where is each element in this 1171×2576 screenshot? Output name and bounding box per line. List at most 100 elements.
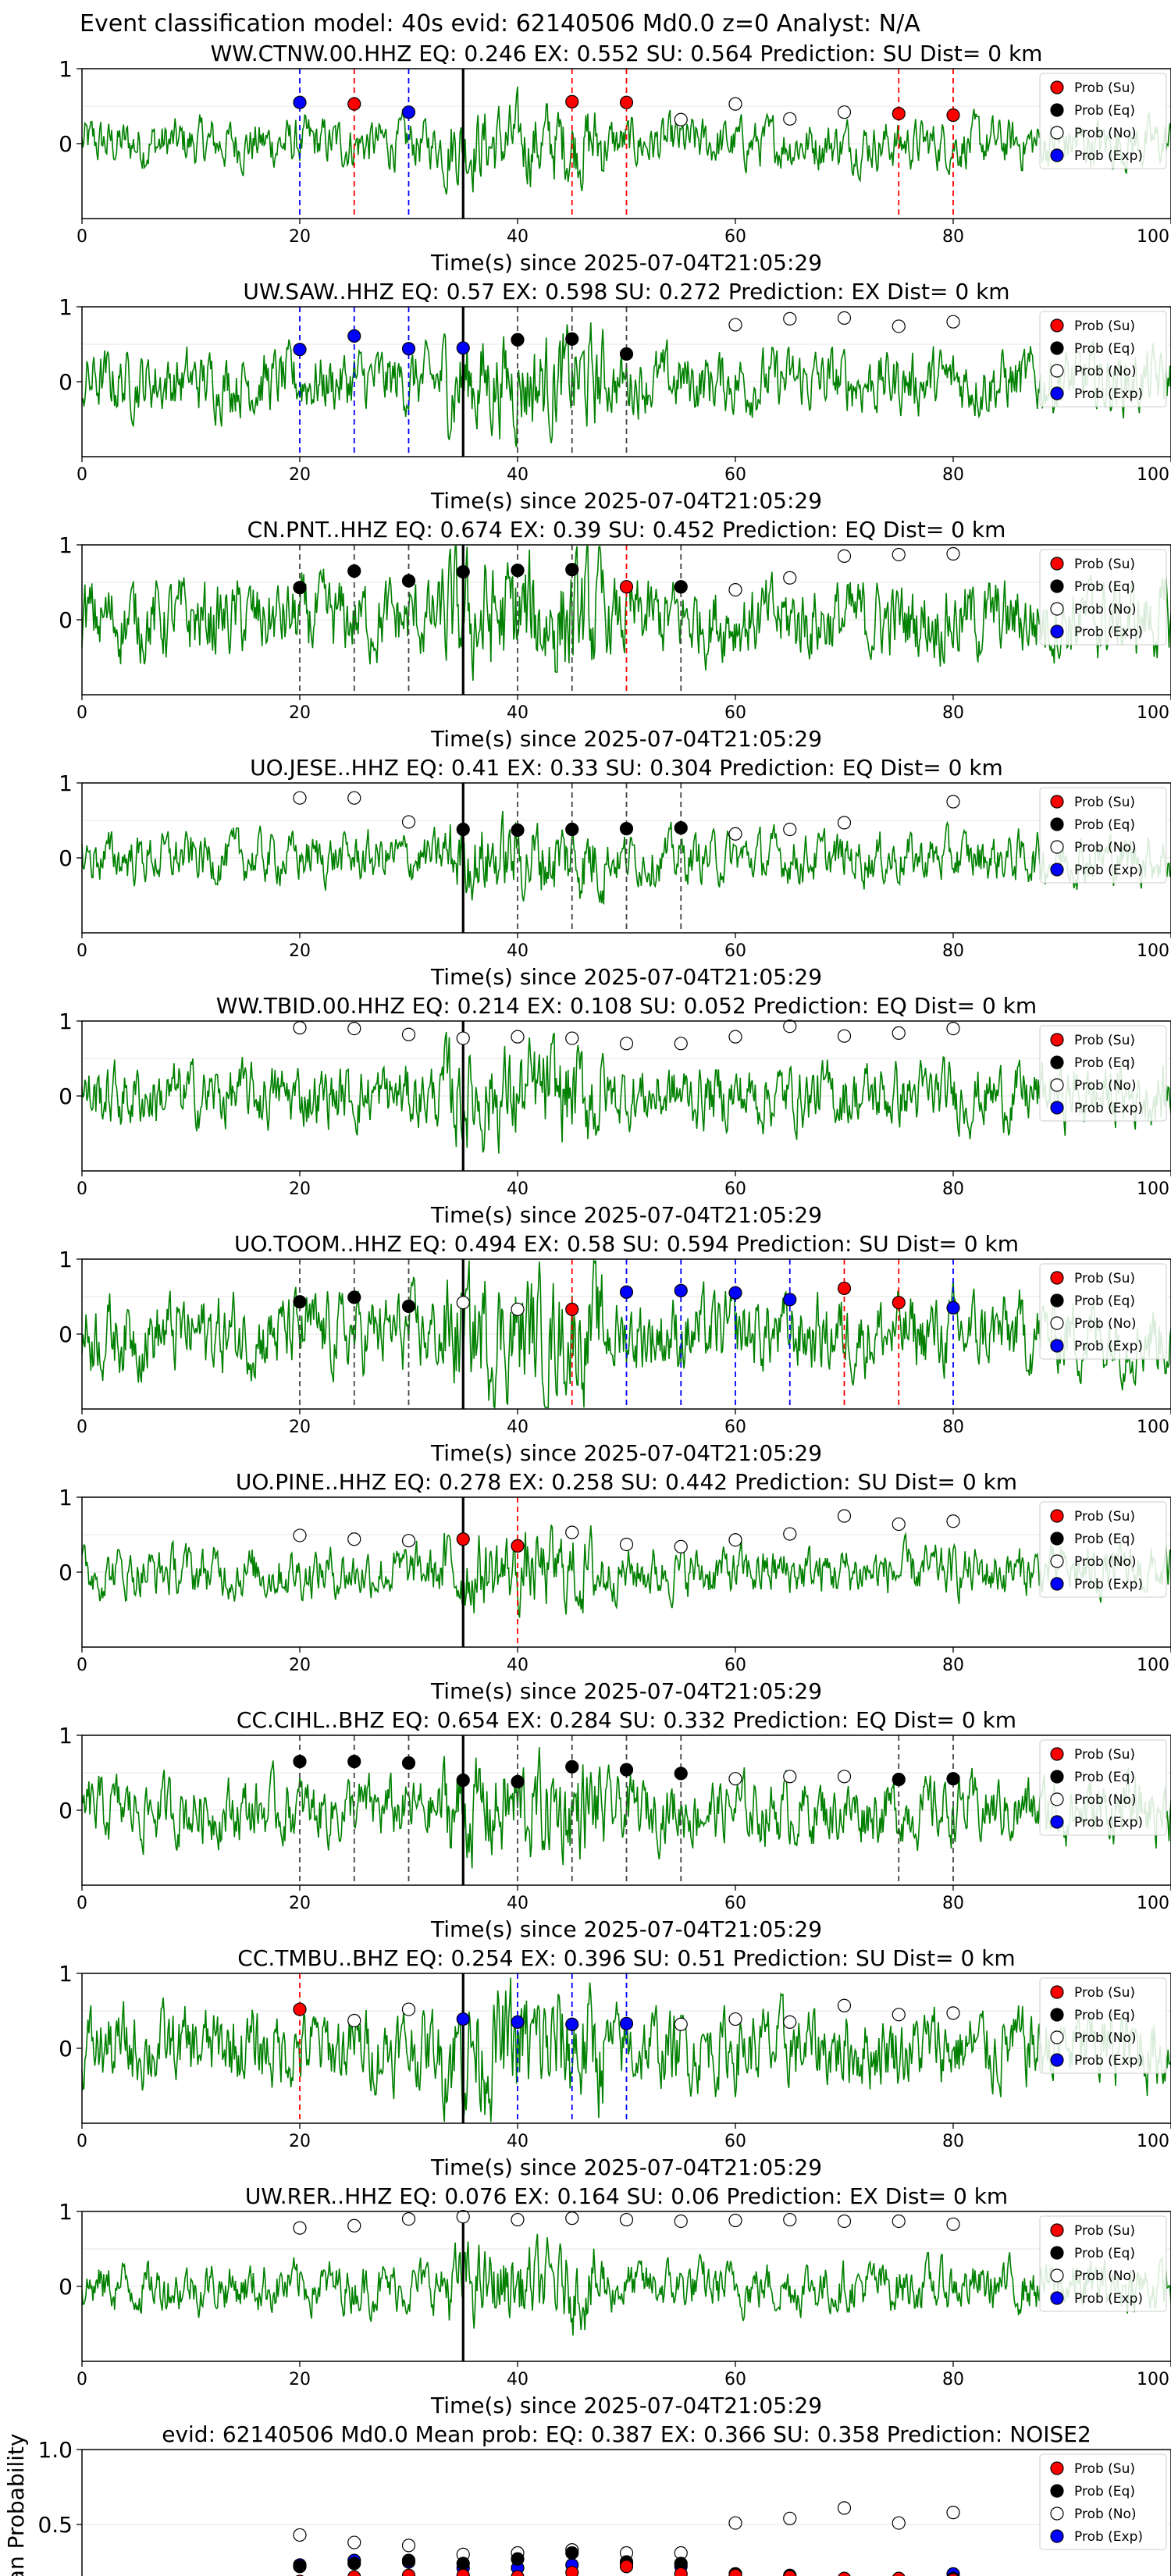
y-tick-label: 1 xyxy=(59,1247,73,1272)
x-axis-label: Time(s) since 2025-07-04T21:05:29 xyxy=(430,2393,822,2418)
x-tick-label: 100 xyxy=(1137,2370,1169,2389)
probability-marker-no xyxy=(946,1021,960,1036)
probability-marker-exp xyxy=(347,329,361,343)
mean-probability-marker-no xyxy=(293,2528,307,2542)
legend-marker-eq xyxy=(1050,2484,1064,2498)
probability-marker-eq xyxy=(619,821,634,836)
legend-label-su: Prob (Su) xyxy=(1074,2461,1135,2477)
legend-label-exp: Prob (Exp) xyxy=(1074,386,1143,402)
probability-marker-no xyxy=(347,2013,361,2028)
probability-marker-no xyxy=(783,1770,797,1784)
probability-marker-no xyxy=(728,318,742,332)
mean-probability-marker-su xyxy=(948,2573,959,2576)
probability-marker-no xyxy=(837,1998,852,2012)
legend-label-no: Prob (No) xyxy=(1074,2268,1137,2284)
legend-label-eq: Prob (Eq) xyxy=(1074,1532,1135,1547)
legend-label-eq: Prob (Eq) xyxy=(1074,2484,1135,2500)
x-tick-label: 20 xyxy=(289,1894,311,1913)
station-panel-1: UW.SAW..HHZ EQ: 0.57 EX: 0.598 SU: 0.272… xyxy=(59,279,1171,514)
legend-label-exp: Prob (Exp) xyxy=(1074,624,1143,640)
x-tick-label: 20 xyxy=(289,1179,311,1199)
x-tick-label: 0 xyxy=(77,2370,87,2389)
y-tick-label: 1 xyxy=(59,1723,73,1749)
x-tick-label: 40 xyxy=(507,941,529,961)
x-tick-label: 80 xyxy=(942,703,964,723)
probability-marker-no xyxy=(347,1021,361,1036)
probability-marker-exp xyxy=(401,342,416,356)
probability-marker-no xyxy=(456,1296,470,1310)
legend-label-exp: Prob (Exp) xyxy=(1074,148,1143,164)
probability-marker-no xyxy=(511,1030,525,1044)
probability-marker-exp xyxy=(401,105,416,119)
y-tick-label: 1 xyxy=(59,1961,73,1987)
probability-marker-no xyxy=(728,827,742,841)
probability-marker-no xyxy=(401,815,416,829)
panel-title: UO.TOOM..HHZ EQ: 0.494 EX: 0.58 SU: 0.59… xyxy=(234,1231,1019,1257)
x-tick-label: 60 xyxy=(724,941,746,961)
probability-marker-no xyxy=(837,1509,852,1523)
probability-marker-exp xyxy=(619,1285,634,1299)
legend-marker-exp xyxy=(1050,1815,1064,1829)
seismic-trace xyxy=(81,1525,1171,1618)
x-tick-label: 100 xyxy=(1137,703,1169,723)
x-tick-label: 40 xyxy=(507,1656,529,1675)
legend-marker-su xyxy=(1050,795,1064,809)
probability-marker-no xyxy=(401,2212,416,2226)
y-tick-label: 1 xyxy=(59,1009,73,1034)
legend-marker-su xyxy=(1050,318,1064,333)
probability-marker-su xyxy=(619,580,634,594)
probability-marker-exp xyxy=(728,1286,742,1300)
panel-title: CC.CIHL..BHZ EQ: 0.654 EX: 0.284 SU: 0.3… xyxy=(237,1707,1016,1733)
x-tick-label: 20 xyxy=(289,2132,311,2151)
mean-probability-marker-no xyxy=(783,2511,797,2525)
probability-marker-eq xyxy=(293,1755,307,1769)
probability-marker-exp xyxy=(293,95,307,109)
mean-probability-marker-no xyxy=(892,2516,906,2530)
probability-marker-no xyxy=(892,1517,906,1532)
panel-title: WW.CTNW.00.HHZ EQ: 0.246 EX: 0.552 SU: 0… xyxy=(211,41,1043,66)
legend-marker-su xyxy=(1050,80,1064,94)
legend-marker-no xyxy=(1050,2030,1064,2044)
panel-title: WW.TBID.00.HHZ EQ: 0.214 EX: 0.108 SU: 0… xyxy=(216,993,1037,1019)
mean-probability-marker-su xyxy=(347,2570,361,2576)
legend-label-no: Prob (No) xyxy=(1074,364,1137,379)
legend-marker-exp xyxy=(1050,2291,1064,2305)
legend-label-eq: Prob (Eq) xyxy=(1074,1293,1135,1309)
panel-title: evid: 62140506 Md0.0 Mean prob: EQ: 0.38… xyxy=(162,2421,1091,2447)
legend-label-no: Prob (No) xyxy=(1074,2030,1137,2046)
x-axis-label: Time(s) since 2025-07-04T21:05:29 xyxy=(430,1678,822,1704)
panel-title: CC.TMBU..BHZ EQ: 0.254 EX: 0.396 SU: 0.5… xyxy=(237,1945,1015,1971)
panel-title: UW.SAW..HHZ EQ: 0.57 EX: 0.598 SU: 0.272… xyxy=(243,279,1009,304)
probability-marker-su xyxy=(511,1539,525,1553)
probability-marker-su xyxy=(837,1281,852,1296)
legend-marker-su xyxy=(1050,2223,1064,2237)
x-tick-label: 100 xyxy=(1137,227,1169,247)
legend-label-eq: Prob (Eq) xyxy=(1074,579,1135,595)
station-panel-5: UO.TOOM..HHZ EQ: 0.494 EX: 0.58 SU: 0.59… xyxy=(59,1231,1171,1466)
x-tick-label: 20 xyxy=(289,1656,311,1675)
probability-marker-eq xyxy=(401,1299,416,1314)
legend-label-su: Prob (Su) xyxy=(1074,1033,1135,1048)
probability-marker-eq xyxy=(347,1290,361,1304)
y-tick-label: 1 xyxy=(59,1485,73,1510)
legend-marker-eq xyxy=(1050,1770,1064,1784)
probability-marker-exp xyxy=(946,1300,960,1315)
probability-marker-no xyxy=(674,2214,688,2229)
probability-marker-no xyxy=(347,1532,361,1546)
x-tick-label: 100 xyxy=(1137,1656,1169,1675)
x-tick-label: 60 xyxy=(724,227,746,247)
probability-marker-no xyxy=(619,1037,634,1051)
x-tick-label: 100 xyxy=(1137,1179,1169,1199)
legend-marker-su xyxy=(1050,2461,1064,2475)
x-axis-label: Time(s) since 2025-07-04T21:05:29 xyxy=(430,1916,822,1942)
legend-box xyxy=(1039,1263,1167,1360)
probability-marker-no xyxy=(728,1772,742,1786)
legend-box xyxy=(1039,311,1167,407)
probability-marker-eq xyxy=(293,581,307,595)
probability-marker-eq xyxy=(674,820,688,835)
probability-marker-no xyxy=(565,2211,579,2226)
mean-probability-marker-su xyxy=(783,2570,797,2576)
y-tick-label: 1 xyxy=(59,56,73,82)
probability-marker-no xyxy=(783,822,797,837)
